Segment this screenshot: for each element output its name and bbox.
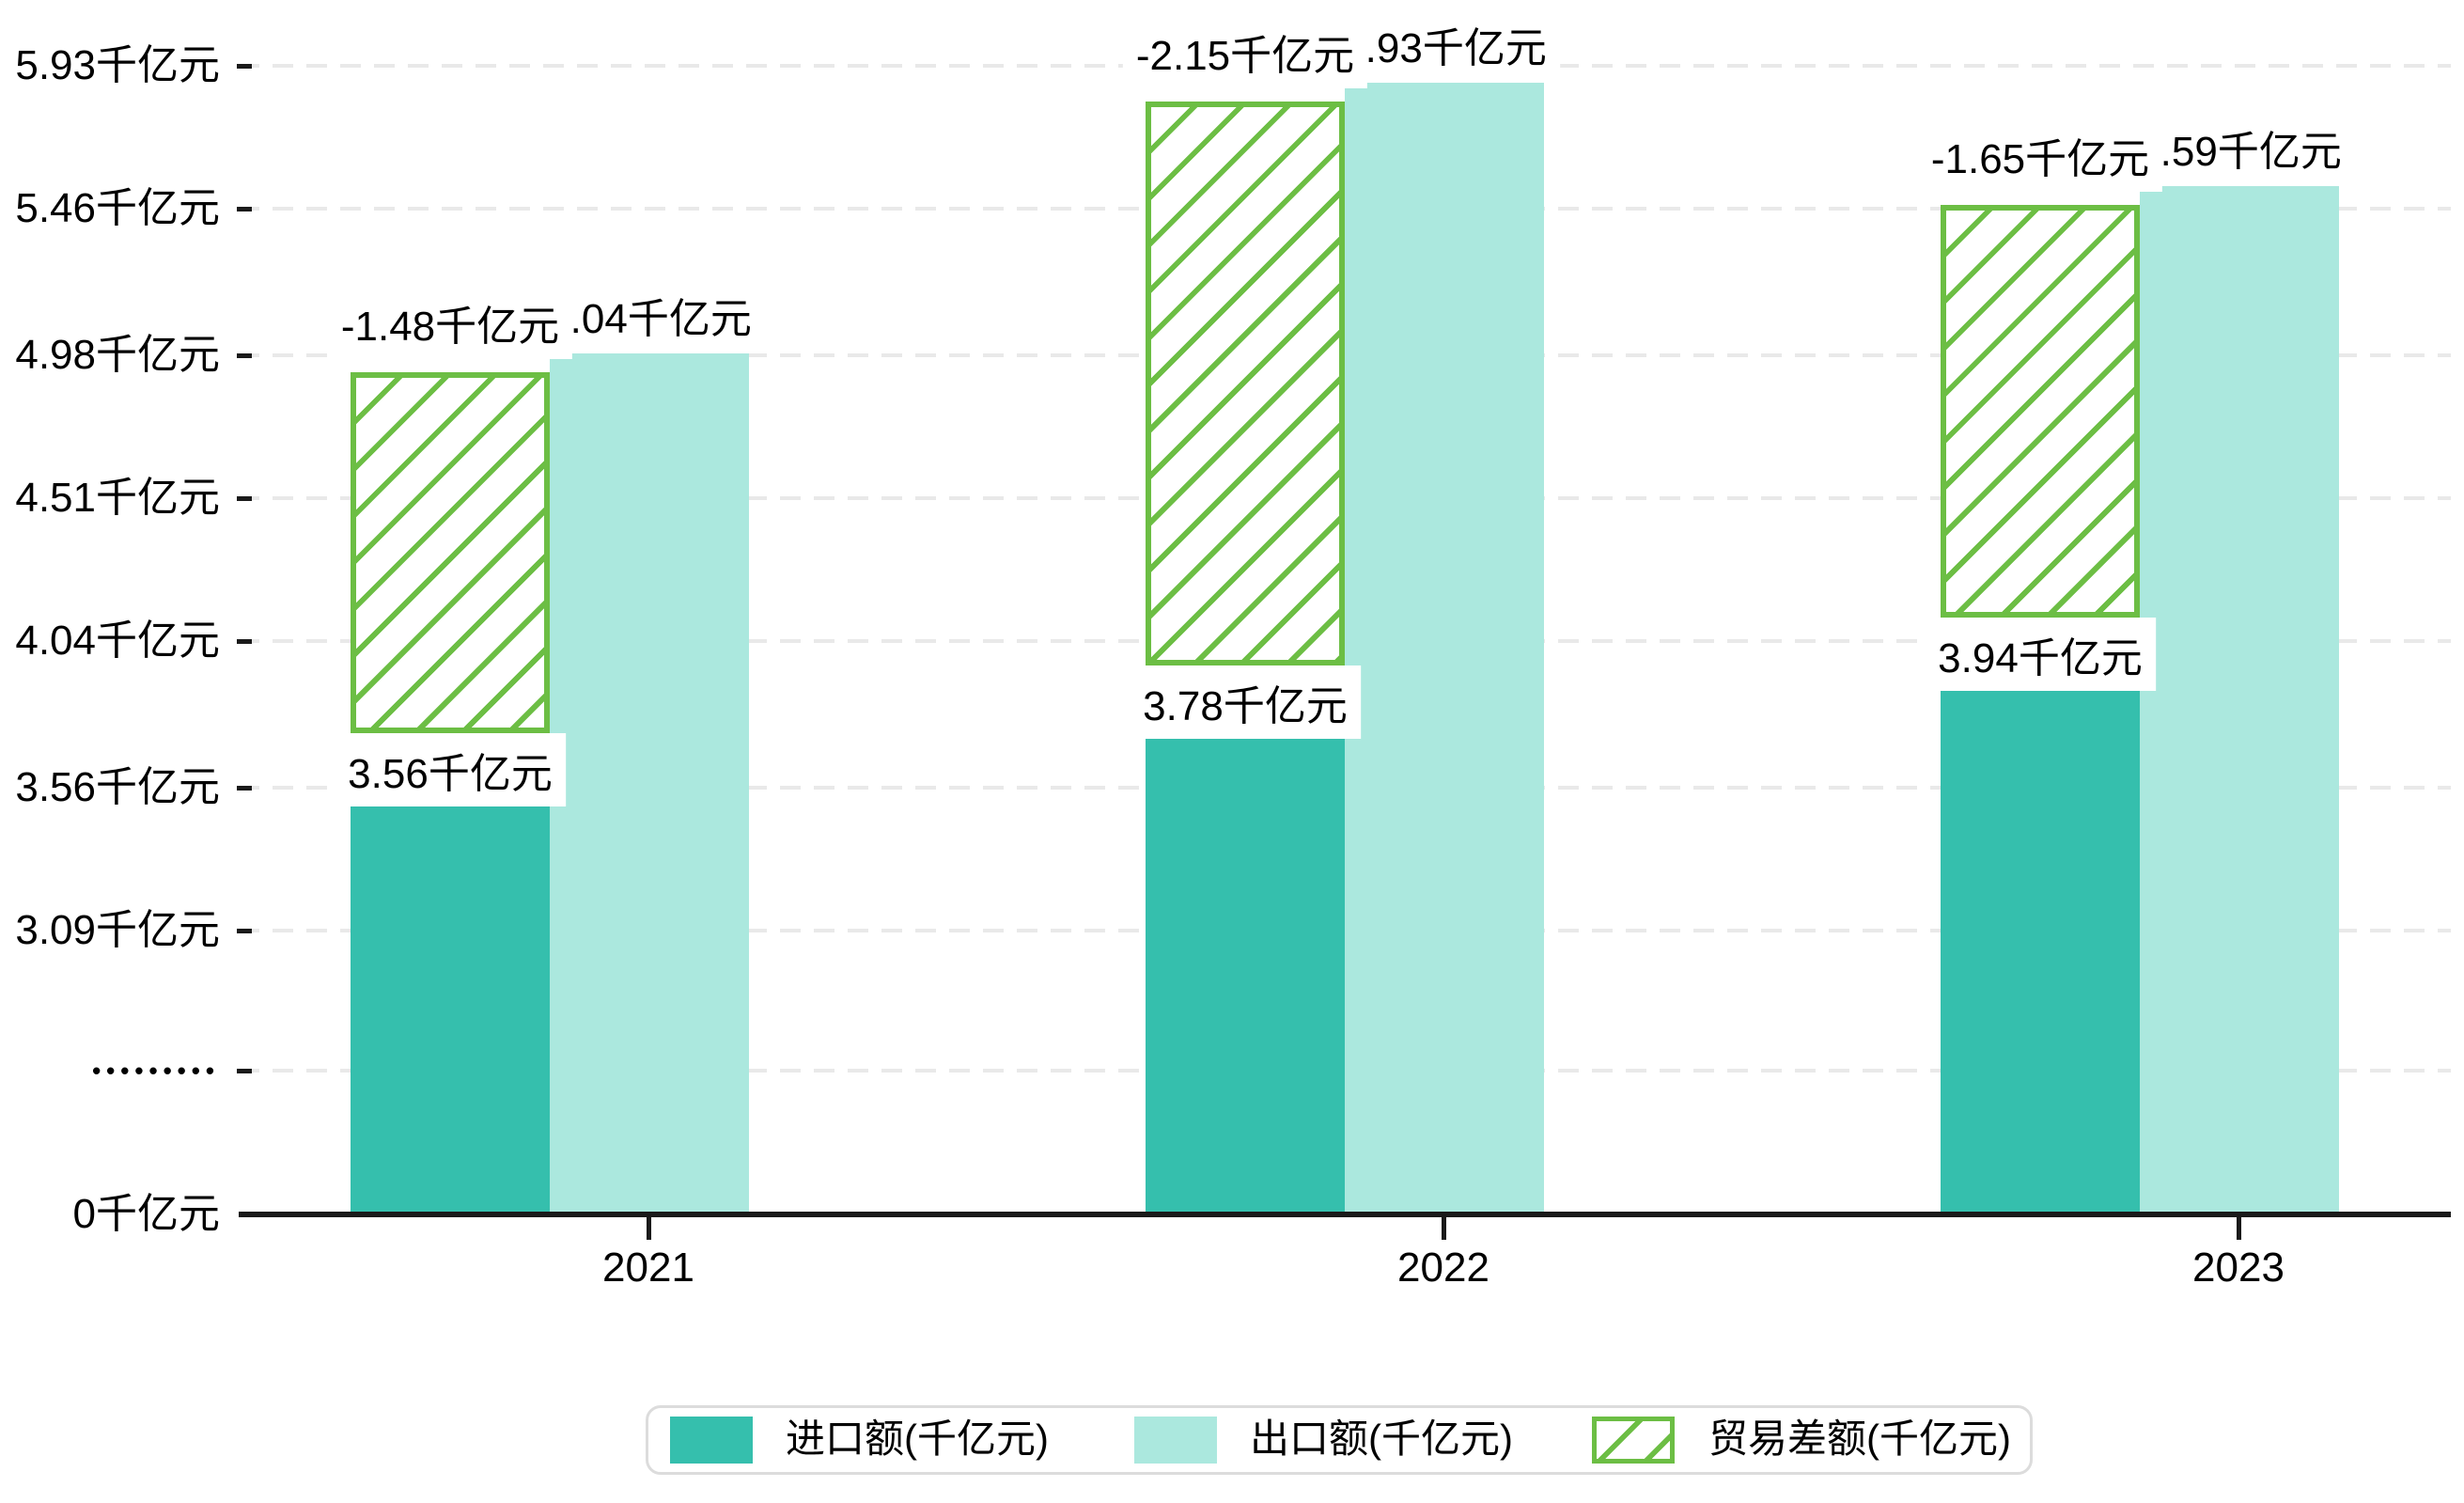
bar-import-2022 <box>1146 737 1345 1214</box>
y-axis-tick <box>237 352 252 358</box>
bar-export-2022 <box>1345 82 1544 1214</box>
x-tick-label-2021: 2021 <box>602 1245 694 1291</box>
bar-trade-balance-2023 <box>1941 205 2140 618</box>
label-trade-balance-2022: -2.15千亿元 <box>1122 14 1368 88</box>
y-axis-tick <box>237 207 252 212</box>
legend-box <box>646 1405 2033 1475</box>
y-tick-label: 5.46千亿元 <box>15 185 220 232</box>
x-axis-tick-2023 <box>2237 1217 2241 1240</box>
y-axis-break-marker: ••••••••• <box>92 1057 220 1085</box>
bar-export-2021 <box>550 353 749 1214</box>
y-tick-label: 4.51千亿元 <box>15 474 220 521</box>
x-axis-tick-2021 <box>647 1217 651 1240</box>
label-import-2021: 3.56千亿元 <box>335 732 566 806</box>
x-axis-tick-2022 <box>1442 1217 1446 1240</box>
y-axis-tick <box>237 785 252 791</box>
y-axis-tick <box>237 929 252 933</box>
y-tick-label: 4.04千亿元 <box>15 618 220 665</box>
y-tick-label: 5.93千亿元 <box>15 41 220 88</box>
y-tick-label: 3.09千亿元 <box>15 907 220 953</box>
y-tick-label: 4.98千亿元 <box>15 331 220 378</box>
label-import-2023: 3.94千亿元 <box>1925 617 2156 691</box>
legend-label-balance: 贸易差额(千亿元) <box>1708 1417 2011 1461</box>
x-axis-line <box>239 1212 2451 1217</box>
legend-swatch-balance <box>1592 1417 1675 1464</box>
label-import-2022: 3.78千亿元 <box>1130 665 1361 740</box>
bar-import-2021 <box>351 804 550 1214</box>
bar-export-2023 <box>2140 186 2339 1214</box>
bar-trade-balance-2021 <box>351 372 550 733</box>
legend-label-export: 出口额(千亿元) <box>1250 1417 1513 1461</box>
label-trade-balance-2023: -1.65千亿元 <box>1917 118 2163 192</box>
y-axis-tick <box>237 495 252 501</box>
legend-swatch-export <box>1134 1417 1217 1464</box>
x-tick-label-2022: 2022 <box>1397 1245 1489 1291</box>
bar-import-2023 <box>1941 688 2140 1214</box>
legend-label-import: 进口额(千亿元) <box>786 1417 1049 1461</box>
y-tick-label: 0千亿元 <box>72 1191 220 1237</box>
y-axis-tick <box>237 639 252 645</box>
legend-swatch-import <box>670 1417 753 1464</box>
y-axis-tick <box>237 1069 252 1073</box>
bar-trade-balance-2022 <box>1146 101 1345 666</box>
label-trade-balance-2021: -1.48千亿元 <box>327 286 573 360</box>
y-axis-tick <box>237 63 252 69</box>
y-tick-label: 3.56千亿元 <box>15 763 220 810</box>
x-tick-label-2023: 2023 <box>2192 1245 2285 1291</box>
